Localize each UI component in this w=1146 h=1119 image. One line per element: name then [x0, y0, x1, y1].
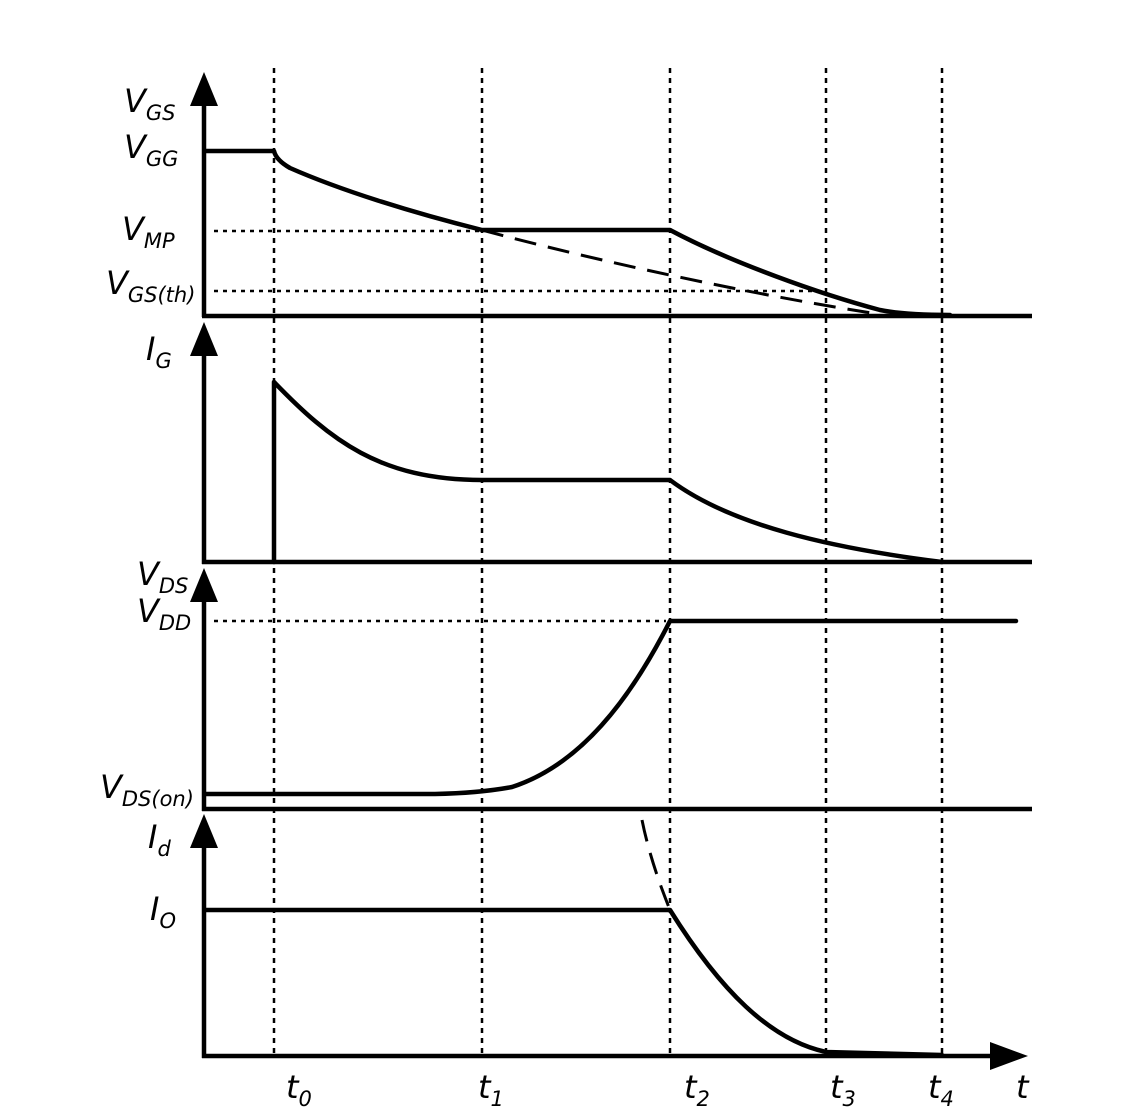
vgs-axis-label: VGS	[124, 82, 176, 125]
io-level-label: IO	[150, 890, 176, 933]
id-axis-arrow-icon	[190, 814, 218, 848]
vmp-level-label: VMP	[122, 210, 175, 253]
id-waveform	[203, 907, 945, 1058]
t0-label: t0	[286, 1068, 312, 1111]
vds-panel: VDS VDD VDS(on)	[100, 555, 1032, 812]
vgg-level-label: VGG	[124, 128, 178, 171]
t3-label: t3	[830, 1068, 856, 1111]
t4-label: t4	[928, 1068, 954, 1111]
vgs-panel: VGS VGG VMP VGS(th)	[106, 72, 1032, 319]
vgs-waveform	[203, 148, 953, 318]
id-panel: Id IO	[148, 814, 1028, 1070]
ig-panel: IG	[146, 322, 1032, 565]
id-extrapolated-curve	[640, 819, 672, 911]
vgs-extrapolated-decay	[481, 228, 879, 316]
time-axis-arrow-icon	[990, 1042, 1028, 1070]
vds-waveform	[203, 618, 1019, 797]
time-axis-label: t	[1016, 1068, 1030, 1106]
time-labels: t0 t1 t2 t3 t4 t	[286, 1068, 1030, 1111]
ig-waveform	[271, 379, 945, 565]
vds-axis-arrow-icon	[190, 568, 218, 602]
vdd-level-label: VDD	[137, 592, 191, 635]
vds-axis-label: VDS	[137, 555, 188, 598]
ig-axis-label: IG	[146, 330, 172, 373]
ig-axis-arrow-icon	[190, 322, 218, 356]
t2-label: t2	[684, 1068, 710, 1111]
vgs-th-level-label: VGS(th)	[106, 264, 195, 307]
vds-on-level-label: VDS(on)	[100, 768, 194, 811]
t1-label: t1	[478, 1068, 504, 1111]
vgs-axis-arrow-icon	[190, 72, 218, 106]
id-axis-label: Id	[148, 818, 171, 861]
